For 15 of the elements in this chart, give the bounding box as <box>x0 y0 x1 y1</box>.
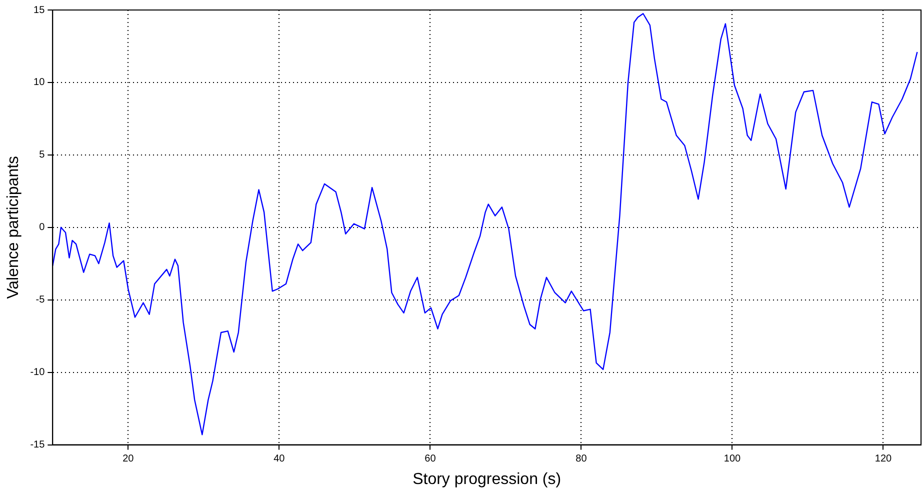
y-tick-label: 5 <box>39 150 46 161</box>
y-tick-label: -15 <box>30 440 46 451</box>
y-tick-label: 15 <box>34 4 46 16</box>
y-tick-label: 10 <box>34 77 46 88</box>
x-tick-label: 20 <box>122 454 134 465</box>
x-tick-label: 100 <box>724 454 742 465</box>
x-tick-label: 40 <box>274 454 286 465</box>
x-tick-label: 120 <box>874 454 892 465</box>
y-tick-label: -5 <box>36 294 46 306</box>
x-axis-title: Story progression (s) <box>412 470 562 488</box>
x-tick-label: 60 <box>424 454 436 465</box>
x-tick-label: 80 <box>576 454 588 465</box>
y-tick-label: -10 <box>30 367 46 378</box>
y-tick-label: 0 <box>39 222 46 234</box>
y-axis-title: Valence participants <box>5 156 22 299</box>
